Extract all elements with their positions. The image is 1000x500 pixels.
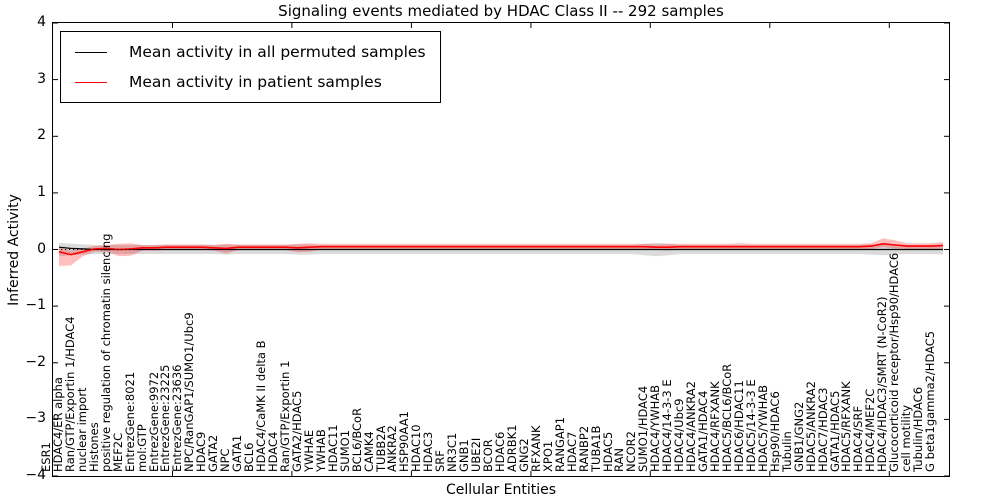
x-tick-label: Histones bbox=[86, 422, 101, 472]
legend-label-permuted: Mean activity in all permuted samples bbox=[129, 43, 426, 61]
patient-std-band bbox=[59, 238, 943, 266]
y-tick-label: −3 bbox=[25, 410, 46, 427]
x-tick-label: HDAC5/YWHAB bbox=[755, 385, 770, 472]
x-tick-label: SUMO1 bbox=[337, 429, 352, 472]
y-tick-label: 4 bbox=[37, 14, 46, 30]
x-tick-label: EntrezGene:8021 bbox=[122, 371, 137, 472]
y-tick-label: 2 bbox=[37, 127, 46, 144]
x-tick-label: RANGAP1 bbox=[552, 416, 567, 472]
y-tick-label: −2 bbox=[25, 353, 46, 370]
x-tick-label: HDAC7/HDAC3 bbox=[815, 387, 830, 473]
legend-item-patient: Mean activity in patient samples bbox=[61, 67, 426, 97]
x-tick-label: BCL6/BCoR bbox=[349, 407, 364, 472]
x-tick-label: CAMK4 bbox=[361, 431, 376, 472]
x-tick-label: HDAC7 bbox=[564, 431, 579, 472]
x-tick-label: HDAC5/14-3-3 E bbox=[743, 379, 758, 472]
legend-item-permuted: Mean activity in all permuted samples bbox=[61, 37, 426, 67]
x-tick-label: Hsp90/HDAC6 bbox=[767, 391, 782, 472]
x-tick-label: RFXANK bbox=[528, 425, 543, 473]
x-tick-label: mol:GTP bbox=[134, 424, 149, 472]
x-tick-label: YWHAE bbox=[301, 429, 316, 472]
x-tick-label: GNB1/GNG2 bbox=[791, 401, 806, 472]
x-tick-label: YWHAB bbox=[313, 429, 328, 472]
x-axis-label: Cellular Entities bbox=[445, 482, 557, 498]
chart-canvas bbox=[53, 23, 949, 476]
y-tick-label: −4 bbox=[25, 467, 46, 483]
x-tick-label: GNG2 bbox=[516, 438, 531, 472]
legend-line-permuted-icon bbox=[75, 51, 107, 53]
chart-title: Signaling events mediated by HDAC Class … bbox=[278, 2, 724, 20]
x-tick-label: positive regulation of chromatin silenci… bbox=[98, 233, 113, 472]
x-tick-label: HDAC11 bbox=[325, 424, 340, 472]
x-tick-label: nuclear import bbox=[74, 387, 89, 472]
patient-mean-line bbox=[58, 242, 944, 256]
y-tick-label: −1 bbox=[25, 297, 46, 314]
x-tick-label: MEF2C bbox=[110, 432, 125, 472]
x-tick-label: XPO1 bbox=[540, 440, 555, 472]
y-tick-label: 1 bbox=[37, 183, 46, 200]
x-tick-label: RANBP2 bbox=[576, 425, 591, 472]
legend-line-patient-icon bbox=[75, 81, 107, 83]
legend-label-patient: Mean activity in patient samples bbox=[129, 73, 382, 91]
x-tick-label: HDAC5/ANKRA2 bbox=[803, 381, 818, 472]
x-tick-label: G beta1gamma2/HDAC5 bbox=[923, 330, 937, 472]
legend: Mean activity in all permuted samples Me… bbox=[60, 31, 441, 103]
x-tick-label: Tubulin bbox=[779, 431, 794, 472]
y-tick-label: 0 bbox=[37, 240, 46, 257]
x-tick-label: TUBA1B bbox=[588, 425, 603, 472]
plot-area: Mean activity in all permuted samples Me… bbox=[52, 22, 950, 477]
y-tick-label: 3 bbox=[37, 70, 46, 87]
